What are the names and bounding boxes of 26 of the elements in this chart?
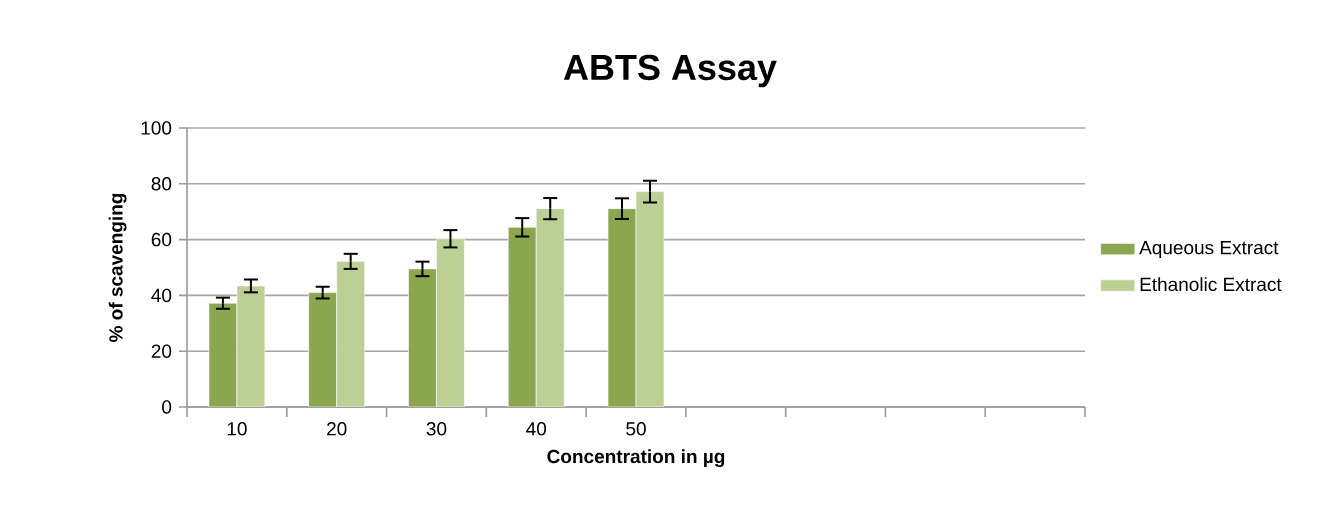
x-tick-label: 10 xyxy=(227,422,247,436)
bar xyxy=(635,191,665,407)
bar xyxy=(208,302,238,407)
chart-title: ABTS Assay xyxy=(563,54,777,88)
y-tick-label: 80 xyxy=(151,177,172,191)
bar xyxy=(607,208,637,407)
y-tick-label: 60 xyxy=(151,232,172,247)
x-tick-label: 30 xyxy=(426,422,447,436)
legend-label: Ethanolic Extract xyxy=(1140,277,1282,292)
bar xyxy=(336,261,365,407)
bar xyxy=(507,227,537,407)
y-tick-label: 40 xyxy=(151,288,172,303)
y-tick-label: 100 xyxy=(141,121,172,135)
bar xyxy=(408,268,437,407)
bar xyxy=(308,292,337,407)
bar xyxy=(436,238,465,407)
bar xyxy=(535,208,565,407)
y-tick-label: 20 xyxy=(151,344,172,358)
x-axis-title: Concentration in µg xyxy=(547,449,725,468)
y-axis-title: % of scavenging xyxy=(108,193,127,342)
y-tick-label: 0 xyxy=(162,400,172,414)
legend-label: Aqueous Extract xyxy=(1139,241,1279,259)
x-tick-label: 50 xyxy=(626,422,646,436)
bar xyxy=(236,285,266,407)
x-tick-label: 40 xyxy=(526,422,547,436)
x-tick-label: 20 xyxy=(327,422,347,436)
